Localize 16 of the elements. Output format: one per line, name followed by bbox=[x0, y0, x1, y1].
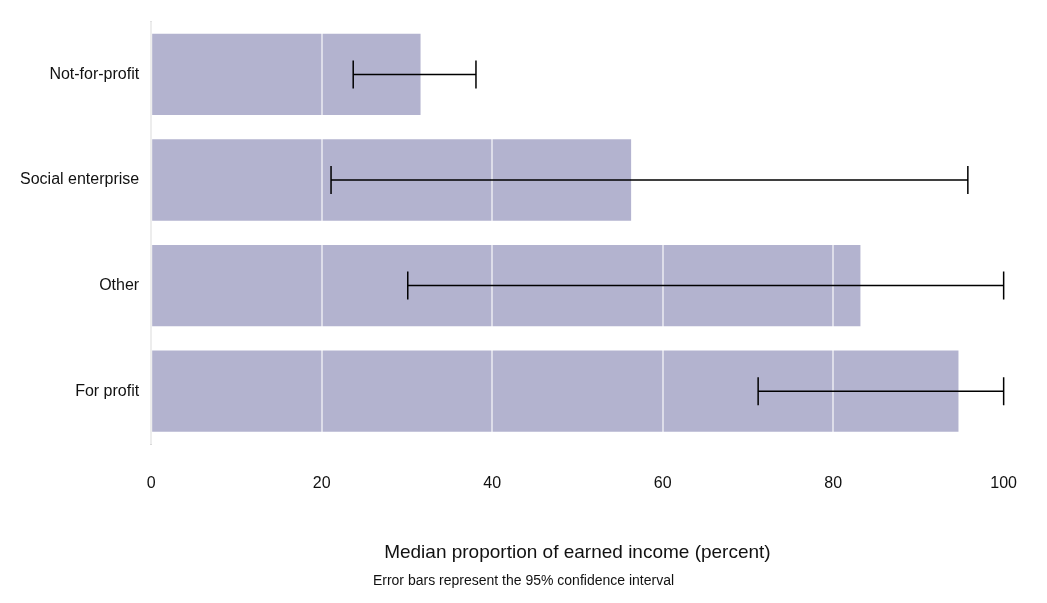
x-tick-label: 80 bbox=[824, 474, 843, 492]
x-tick-label: 20 bbox=[312, 474, 331, 492]
text: Error bars represent the 95% confidence interval bbox=[371, 572, 676, 588]
bar bbox=[152, 139, 632, 221]
y-tick-label: Not-for-profit bbox=[49, 64, 140, 82]
x-axis-title: Median proportion of earned income (percent) bbox=[384, 540, 771, 562]
bar bbox=[152, 350, 959, 432]
x-tick-label: 0 bbox=[146, 474, 156, 492]
x-tick-label: 40 bbox=[483, 474, 502, 492]
x-tick-label: 60 bbox=[653, 474, 672, 492]
x-tick-label: 100 bbox=[990, 474, 1018, 492]
bar bbox=[152, 244, 861, 327]
y-tick-label: Other bbox=[99, 276, 140, 294]
y-tick-label: For profit bbox=[75, 381, 140, 399]
y-tick-label: Social enterprise bbox=[20, 170, 140, 188]
bar bbox=[152, 33, 421, 116]
